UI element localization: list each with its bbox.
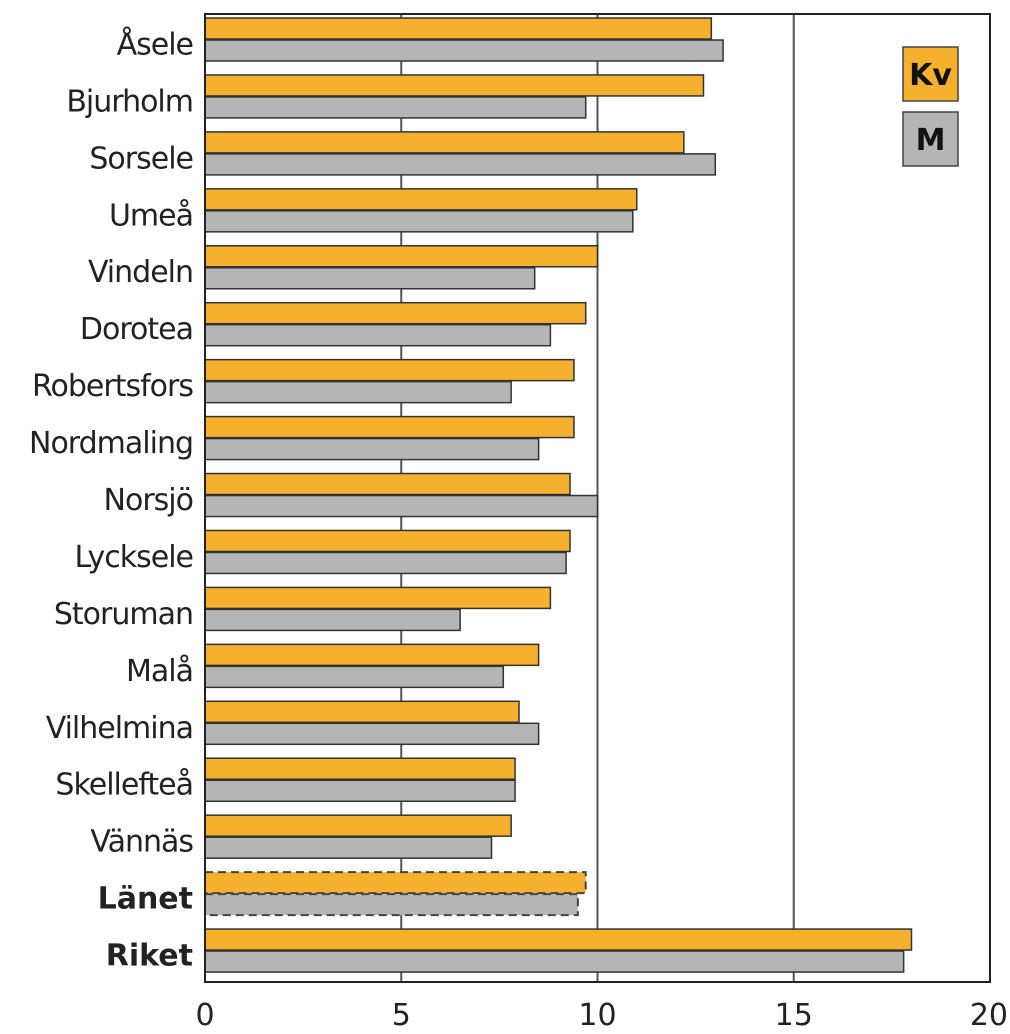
category-label: Nordmaling	[29, 426, 193, 461]
bar-m-1	[204, 96, 587, 119]
category-label: Dorotea	[80, 312, 193, 347]
bar-kv-6	[204, 358, 575, 382]
bar-kv-13	[204, 757, 516, 780]
category-label: Malå	[126, 654, 193, 689]
legend-label-kv: Kv	[909, 58, 952, 93]
bar-m-2	[204, 153, 716, 176]
category-label: Bjurholm	[66, 84, 193, 119]
bar-m-3	[204, 210, 634, 233]
bar-m-9	[204, 551, 567, 575]
bar-kv-14	[204, 814, 512, 837]
bar-m-12	[204, 722, 540, 746]
x-tick-label: 10	[578, 998, 616, 1030]
bar-kv-10	[204, 586, 552, 610]
bar-m-7	[204, 437, 540, 461]
bar-kv-0	[204, 17, 713, 40]
bar-kv-8	[204, 472, 571, 496]
bar-kv-15	[204, 871, 587, 895]
legend-label-m: M	[916, 123, 946, 158]
bar-kv-3	[204, 188, 638, 211]
category-label: Länet	[98, 882, 193, 917]
legend-swatch-kv	[902, 46, 959, 102]
bar-kv-16	[204, 928, 913, 951]
category-label: Umeå	[109, 198, 193, 233]
category-label: Skellefteå	[55, 768, 193, 803]
category-label: Vilhelmina	[46, 711, 193, 746]
bar-m-8	[204, 494, 599, 518]
bar-kv-9	[204, 529, 571, 553]
category-label: Norsjö	[104, 483, 193, 518]
bar-m-6	[204, 380, 512, 404]
bar-m-16	[204, 950, 905, 973]
bar-kv-7	[204, 415, 575, 439]
bar-kv-11	[204, 643, 540, 667]
bar-kv-2	[204, 131, 685, 154]
bar-m-10	[204, 608, 461, 632]
category-label: Sorsele	[89, 141, 193, 176]
bar-kv-12	[204, 700, 520, 724]
x-tick-label: 15	[775, 998, 813, 1030]
category-label: Storuman	[54, 597, 193, 632]
x-tick-label: 5	[392, 998, 411, 1030]
bar-kv-4	[204, 245, 599, 268]
x-tick-label: 0	[195, 998, 214, 1030]
bar-m-14	[204, 836, 493, 859]
category-label: Åsele	[117, 26, 193, 62]
bar-m-11	[204, 665, 505, 689]
bar-m-4	[204, 267, 536, 290]
bar-m-0	[204, 39, 724, 62]
bar-m-13	[204, 779, 516, 802]
category-label: Robertsfors	[32, 369, 193, 404]
legend-swatch-m	[902, 111, 959, 167]
bar-m-15	[204, 893, 579, 917]
bar-m-5	[204, 323, 552, 347]
category-label: Vännäs	[90, 825, 193, 860]
plot-border	[204, 13, 991, 983]
category-label: Riket	[106, 939, 193, 974]
category-label: Lycksele	[75, 540, 193, 575]
category-label: Vindeln	[88, 255, 193, 290]
x-tick-label: 20	[970, 998, 1008, 1030]
bar-kv-1	[204, 74, 705, 97]
bar-kv-5	[204, 301, 587, 325]
